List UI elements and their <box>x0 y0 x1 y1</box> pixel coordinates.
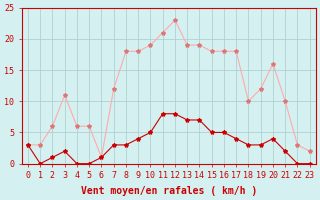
X-axis label: Vent moyen/en rafales ( km/h ): Vent moyen/en rafales ( km/h ) <box>81 186 257 196</box>
